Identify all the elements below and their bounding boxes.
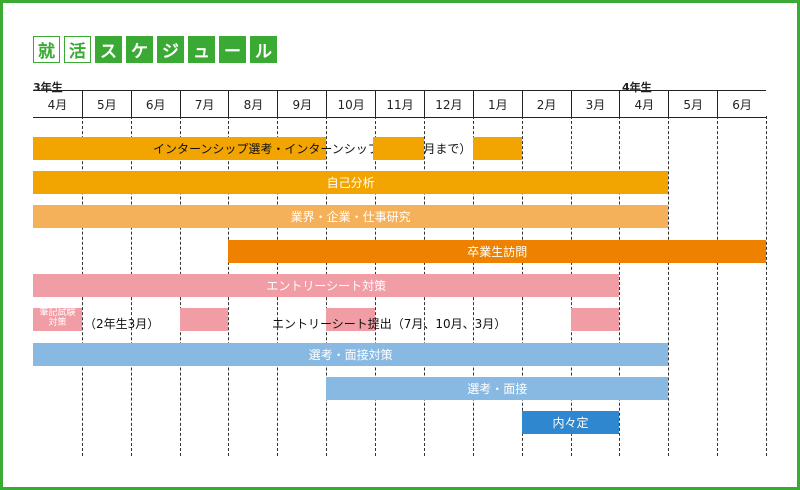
month-cell: 8月	[228, 91, 277, 117]
alumni-visit-bar: 卒業生訪問	[228, 240, 767, 263]
entry-sheet-submit-note: エントリーシート提出（7月、10月、3月）	[272, 317, 507, 331]
internship-bar	[372, 137, 424, 160]
month-cell: 11月	[375, 91, 424, 117]
entry-sheet-prep-bar: エントリーシート対策	[33, 274, 620, 297]
written-test-label-line1: 筆記試験	[39, 308, 76, 318]
title-char: 就	[33, 36, 60, 63]
written-test-label: 筆記試験 対策	[33, 308, 82, 328]
written-test-bar	[179, 308, 229, 331]
month-cell: 6月	[717, 91, 766, 117]
written-test-bar	[570, 308, 620, 331]
grid-line	[766, 116, 768, 456]
selection-interview-bar: 選考・面接	[326, 377, 669, 400]
grid-line	[717, 116, 719, 456]
written-test-bar	[33, 308, 82, 331]
month-cell: 4月	[619, 91, 668, 117]
internship-bar: インターンシップ選考・インターンシップ参加（1月まで）	[33, 137, 471, 160]
month-header: 4月 5月 6月 7月 8月 9月 10月 11月 12月 1月 2月 3月 4月 5月 6月	[33, 90, 766, 118]
month-cell: 3月	[570, 91, 620, 117]
job-offer-bar: 内々定	[521, 411, 620, 434]
title-char: ー	[219, 36, 246, 63]
month-cell: 12月	[423, 91, 473, 117]
written-test-label-line2: 対策	[48, 318, 67, 328]
month-cell: 6月	[130, 91, 180, 117]
written-test-bar	[326, 308, 376, 331]
internship-bar	[472, 137, 522, 160]
month-cell: 4月	[47, 97, 68, 112]
month-cell: 7月	[179, 91, 229, 117]
written-test-year-note: （2年生3月）	[84, 317, 160, 331]
month-cell: 5月	[668, 91, 717, 117]
selection-interview-prep-bar: 選考・面接対策	[33, 343, 669, 366]
title-char: ル	[250, 36, 277, 63]
grid-line	[619, 116, 621, 456]
industry-research-bar: 業界・企業・仕事研究	[33, 205, 669, 228]
month-cell: 9月	[277, 91, 326, 117]
title-char: 活	[64, 36, 91, 63]
month-cell: 1月	[472, 91, 522, 117]
title-char: ケ	[126, 36, 153, 63]
self-analysis-bar: 自己分析	[33, 171, 669, 194]
page-title: 就活スケジュール	[33, 36, 281, 63]
grid-line	[668, 116, 670, 456]
month-cell: 2月	[521, 91, 571, 117]
title-char: ス	[95, 36, 122, 63]
title-char: ュ	[188, 36, 215, 63]
month-cell: 10月	[326, 91, 375, 117]
title-char: ジ	[157, 36, 184, 63]
month-cell: 5月	[81, 91, 131, 117]
